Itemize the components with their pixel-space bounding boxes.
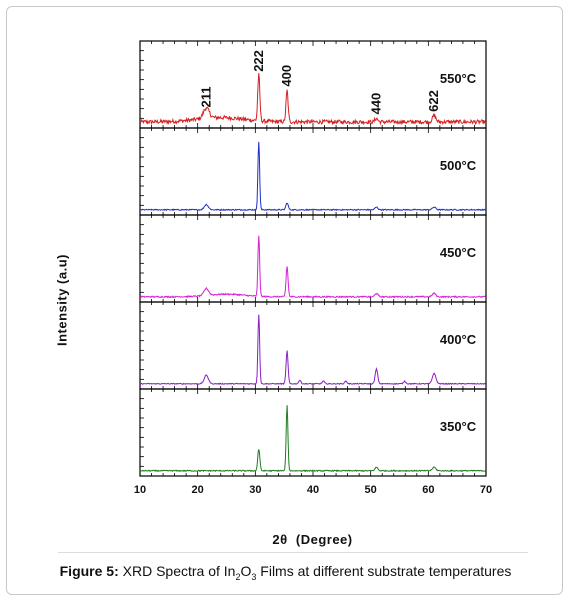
caption-text-a: XRD Spectra of In [118,563,236,579]
spectrum-line [139,314,486,385]
figure-frame [6,6,563,595]
figure-number: Figure 5: [59,563,119,579]
spectrum-line [139,405,486,473]
caption-divider [58,552,528,553]
peak-label: 222 [251,50,266,72]
panel-frame [139,127,487,216]
x-axis-label: 2θ (Degree) [140,532,485,547]
peak-label: 440 [368,93,383,115]
caption-sub-b: 3 [251,571,257,582]
spectrum-line [139,235,486,299]
caption-sub-a: 2 [235,571,241,582]
x-axis-label-unit: (Degree) [295,532,353,547]
x-tick-label: 10 [134,484,146,496]
temperature-label: 350°C [440,419,477,434]
x-tick-label: 50 [365,484,377,496]
peak-label: 400 [279,65,294,87]
temperature-label: 400°C [440,332,477,347]
x-tick-label: 30 [249,484,261,496]
y-axis-label: Intensity (a.u) [54,254,70,347]
figure-caption: Figure 5: XRD Spectra of In2O3 Films at … [0,563,571,582]
x-tick-label: 20 [192,484,204,496]
x-tick-label: 40 [307,484,319,496]
temperature-label: 450°C [440,245,477,260]
x-tick-label: 60 [422,484,434,496]
spectrum-line [139,72,486,126]
temperature-label: 550°C [440,71,477,86]
spectrum-line [139,141,486,212]
peak-label: 211 [198,86,213,107]
caption-text-b: O [240,563,252,579]
temperature-label: 500°C [440,158,477,173]
panel-frame [139,388,487,477]
x-axis-label-symbol: 2θ [272,532,288,547]
x-tick-label: 70 [480,484,492,496]
peak-label: 622 [426,90,441,112]
panel-frame [139,214,487,303]
panel-frame [139,301,487,390]
caption-text-c: Films at different substrate temperature… [256,563,512,579]
